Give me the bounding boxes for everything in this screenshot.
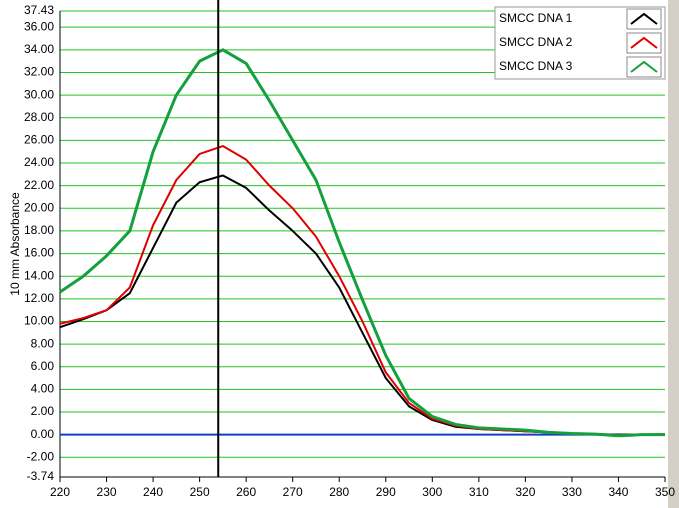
y-tick-label: 10.00 [24,314,54,328]
y-tick-label: -3.74 [27,469,55,483]
series-line [59,48,665,438]
y-tick-label: -2.00 [27,449,55,463]
y-tick-label: 32.00 [24,65,54,79]
legend-label: SMCC DNA 3 [499,59,573,73]
x-tick-label: 220 [50,485,70,499]
x-tick-label: 280 [329,485,349,499]
legend-icon-box [626,32,662,54]
y-tick-label: 26.00 [24,133,54,147]
y-tick-label: 6.00 [31,359,55,373]
y-tick-label: 34.00 [24,42,54,56]
y-tick-label: 30.00 [24,87,54,101]
legend-label: SMCC DNA 2 [499,35,573,49]
y-tick-label: 2.00 [31,404,55,418]
series-line [59,174,665,436]
legend-label: SMCC DNA 1 [499,11,573,25]
series-line [59,145,666,437]
y-tick-label: 37.43 [24,3,54,17]
x-tick-label: 330 [562,485,582,499]
x-tick-label: 270 [283,485,303,499]
x-tick-label: 300 [422,485,442,499]
y-tick-label: 22.00 [24,178,54,192]
y-tick-label: 24.00 [24,155,54,169]
legend-icon [630,36,658,49]
x-tick-label: 350 [655,485,675,499]
side-panel [668,0,679,508]
x-tick-label: 260 [236,485,256,499]
y-tick-label: 28.00 [24,110,54,124]
x-tick-label: 320 [515,485,535,499]
y-tick-label: 0.00 [31,427,55,441]
x-tick-label: 340 [608,485,628,499]
legend-icon [630,12,658,25]
x-tick-label: 250 [190,485,210,499]
y-tick-label: 18.00 [24,223,54,237]
x-tick-label: 310 [469,485,489,499]
y-tick-label: 20.00 [24,200,54,214]
y-tick-label: 36.00 [24,19,54,33]
legend-icon-box [626,56,662,78]
legend-icon-box [626,8,662,30]
x-tick-label: 230 [97,485,117,499]
x-tick-label: 240 [143,485,163,499]
y-tick-label: 14.00 [24,268,54,282]
y-tick-label: 8.00 [31,336,55,350]
legend-icon [630,60,658,73]
y-axis-label: 10 mm Absorbance [8,192,22,296]
y-tick-label: 4.00 [31,382,55,396]
y-tick-label: 16.00 [24,246,54,260]
x-tick-label: 290 [376,485,396,499]
y-tick-label: 12.00 [24,291,54,305]
